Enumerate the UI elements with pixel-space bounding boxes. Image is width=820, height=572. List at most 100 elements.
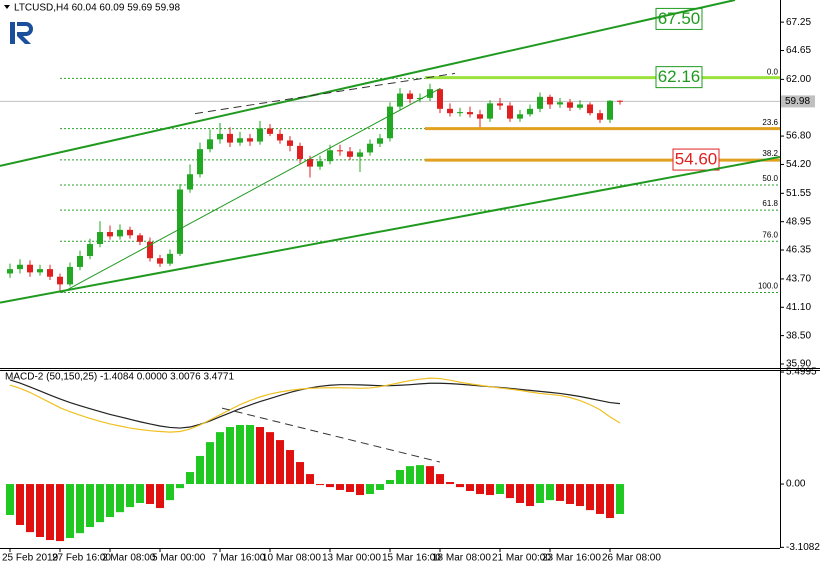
candle-body (217, 133, 223, 140)
histogram-bar (76, 484, 84, 534)
candle-body (547, 96, 553, 105)
candle-body (257, 128, 263, 142)
candle-body (267, 128, 273, 134)
symbol-menu-icon[interactable] (4, 5, 10, 9)
histogram-bar (206, 442, 214, 485)
histogram-bar (256, 427, 264, 485)
x-tick-label: 21 Mar 00:00 (492, 553, 551, 564)
x-tick-label: 5 Mar 00:00 (152, 553, 206, 564)
candle-body (27, 264, 33, 273)
histogram-bar (466, 484, 474, 491)
x-tick-label: 10 Mar 08:00 (262, 553, 321, 564)
fib-label: 23.6 (762, 118, 778, 127)
candle-body (607, 100, 613, 120)
y-tick-label: 41.10 (786, 302, 811, 313)
histogram-bar (146, 484, 154, 505)
candle-body (347, 151, 353, 157)
candle-body (147, 241, 153, 259)
fib-label: 0.0 (767, 68, 779, 77)
histogram-bar (246, 424, 254, 485)
candle-body (367, 143, 373, 153)
histogram-bar (556, 484, 564, 501)
candle-body (487, 103, 493, 119)
candle-body (297, 145, 303, 159)
candle-body (47, 269, 53, 277)
histogram-bar (56, 484, 64, 542)
histogram-bar (426, 466, 434, 485)
candle-body (277, 133, 283, 141)
histogram-bar (266, 432, 274, 485)
candle-body (457, 112, 463, 114)
y-tick-label: 38.50 (786, 330, 811, 341)
trendline (0, 0, 736, 167)
histogram-bar (506, 484, 514, 499)
candle-body (157, 258, 163, 264)
candle-body (567, 102, 573, 108)
histogram-bar (196, 455, 204, 485)
histogram-bar (216, 432, 224, 485)
y-tick-label: 0.00 (786, 479, 806, 490)
candle-body (37, 269, 43, 273)
fib-label: 76.0 (762, 230, 778, 239)
histogram-bar (446, 482, 454, 485)
candle-body (557, 102, 563, 105)
candle-body (617, 100, 623, 102)
histogram-bar (126, 484, 134, 508)
candle-body (397, 93, 403, 107)
y-tick-label: 43.70 (786, 274, 811, 285)
histogram-bar (536, 484, 544, 503)
level-label: 62.16 (658, 67, 701, 86)
candle-body (207, 139, 213, 150)
x-tick-label: 18 Mar 08:00 (432, 553, 491, 564)
histogram-bar (366, 484, 374, 495)
histogram-bar (576, 484, 584, 507)
trendline (194, 72, 456, 115)
histogram-bar (376, 484, 384, 490)
histogram-bar (486, 484, 494, 496)
candle-body (227, 133, 233, 143)
level-box (655, 66, 703, 89)
x-tick-label: 25 Feb 2019 (2, 553, 59, 564)
candle-body (107, 232, 113, 237)
candle-body (127, 229, 133, 236)
y-tick-label: 46.35 (786, 245, 811, 256)
histogram-bar (16, 484, 24, 525)
candle-body (167, 253, 173, 264)
level-box (672, 148, 720, 171)
macd-title: MACD-2 (50,150,25) -1.4084 0.0000 3.0076… (5, 372, 234, 383)
candle-body (57, 276, 63, 285)
y-tick-label: 35.90 (786, 359, 811, 370)
histogram-bar (526, 484, 534, 507)
histogram-bar (36, 484, 44, 538)
histogram-bar (276, 440, 284, 485)
histogram-bar (406, 466, 414, 485)
histogram-bar (6, 484, 14, 516)
histogram-bar (306, 474, 314, 485)
histogram-bar (66, 484, 74, 539)
candle-body (187, 174, 193, 190)
trendline (0, 155, 781, 304)
histogram-bar (316, 484, 324, 486)
macd-line (9, 377, 621, 433)
candle-body (327, 150, 333, 162)
histogram-bar (356, 484, 364, 496)
candle-body (317, 161, 323, 167)
histogram-bar (156, 484, 164, 509)
histogram-bar (116, 484, 124, 513)
histogram-bar (326, 484, 334, 488)
trendline (221, 407, 441, 463)
fib-label: 38.2 (762, 149, 778, 158)
fib-label: 100.0 (758, 282, 779, 291)
histogram-bar (186, 472, 194, 485)
candle-body (7, 269, 13, 274)
fib-label: 61.8 (762, 199, 778, 208)
histogram-bar (386, 479, 394, 485)
histogram-bar (96, 484, 104, 523)
candle-body (497, 103, 503, 106)
level-box (655, 7, 703, 30)
histogram-bar (456, 484, 464, 488)
candle-body (67, 266, 73, 285)
candle-body (517, 114, 523, 119)
histogram-bar (496, 484, 504, 495)
histogram-bar (586, 484, 594, 511)
